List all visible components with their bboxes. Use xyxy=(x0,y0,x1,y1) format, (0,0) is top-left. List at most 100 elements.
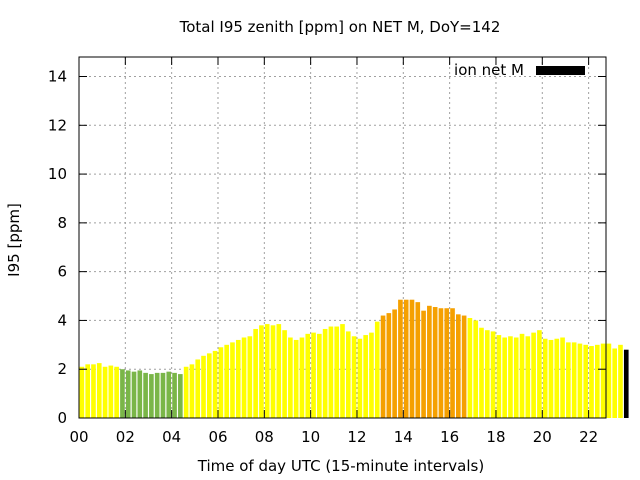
bar xyxy=(600,343,606,418)
bar xyxy=(386,313,392,418)
plot-frame xyxy=(78,56,607,419)
x-tick-label: 16 xyxy=(440,428,459,446)
y-tick-label: 8 xyxy=(57,214,67,232)
bar xyxy=(525,336,531,418)
bar xyxy=(398,299,403,418)
bar xyxy=(79,366,85,418)
bar xyxy=(149,374,154,418)
bar xyxy=(554,338,560,418)
y-tick-label: 4 xyxy=(57,311,67,329)
bar xyxy=(183,366,189,418)
bar xyxy=(479,327,484,418)
chart-title: Total I95 zenith [ppm] on NET M, DoY=142 xyxy=(179,18,501,36)
bar xyxy=(513,337,519,418)
bar xyxy=(623,349,629,418)
bar xyxy=(334,326,340,418)
bar xyxy=(519,333,525,418)
bar xyxy=(230,342,235,418)
bar xyxy=(172,372,177,418)
bar xyxy=(484,330,490,418)
bar xyxy=(345,331,351,418)
y-tick-label: 14 xyxy=(48,68,67,86)
bar xyxy=(415,302,421,418)
bar xyxy=(560,337,565,418)
bar xyxy=(253,328,258,418)
x-tick-label: 06 xyxy=(208,428,227,446)
bar xyxy=(328,326,334,418)
bar xyxy=(259,325,264,418)
bar xyxy=(125,370,131,418)
bar xyxy=(392,309,397,418)
bar xyxy=(305,333,311,418)
x-tick-label: 02 xyxy=(116,428,135,446)
y-axis-label: I95 [ppm] xyxy=(5,203,23,277)
bar xyxy=(432,307,438,418)
y-tick-label: 2 xyxy=(57,360,67,378)
bar xyxy=(270,325,276,418)
bar xyxy=(374,321,380,418)
bar xyxy=(276,324,282,418)
x-axis-label: Time of day UTC (15-minute intervals) xyxy=(197,457,484,475)
bar xyxy=(299,337,305,418)
bar xyxy=(571,342,577,418)
bar xyxy=(421,310,426,418)
x-tick-label: 00 xyxy=(69,428,88,446)
y-tick-label: 10 xyxy=(48,165,67,183)
bars xyxy=(79,299,629,418)
bar xyxy=(322,328,328,418)
bar xyxy=(363,335,368,418)
bar xyxy=(131,371,137,418)
bar xyxy=(594,344,600,418)
x-tick-label: 04 xyxy=(162,428,181,446)
bar xyxy=(154,372,160,418)
bar xyxy=(212,350,218,418)
bar xyxy=(108,365,114,418)
bar xyxy=(438,308,444,418)
bar xyxy=(566,342,571,418)
bar xyxy=(502,337,507,418)
x-tick-label: 14 xyxy=(394,428,413,446)
bar xyxy=(537,330,542,418)
bar xyxy=(618,344,623,418)
bar xyxy=(589,346,594,418)
bar xyxy=(143,372,148,418)
x-tick-label: 08 xyxy=(255,428,274,446)
bar xyxy=(178,374,183,418)
bar xyxy=(606,343,612,418)
bar xyxy=(340,324,345,418)
bar xyxy=(496,335,502,418)
bar xyxy=(91,364,96,418)
bar xyxy=(577,343,583,418)
bar xyxy=(583,344,589,418)
bar xyxy=(85,364,91,418)
y-tick-label: 0 xyxy=(57,409,67,427)
bar xyxy=(195,359,201,418)
bar xyxy=(531,332,536,418)
bar xyxy=(467,317,473,418)
bar xyxy=(317,333,322,418)
bar xyxy=(282,330,287,418)
bar xyxy=(427,305,432,418)
bar xyxy=(548,339,554,418)
y-tick-label: 12 xyxy=(48,116,67,134)
bar xyxy=(114,366,119,418)
bar xyxy=(120,369,125,418)
bar xyxy=(490,331,496,418)
y-tick-label: 6 xyxy=(57,263,67,281)
bar xyxy=(166,371,172,418)
bar xyxy=(351,336,357,418)
bar xyxy=(311,332,316,418)
bar xyxy=(224,344,229,418)
bar xyxy=(102,366,108,418)
bar xyxy=(218,347,224,418)
x-tick-label: 22 xyxy=(579,428,598,446)
bar xyxy=(288,337,293,418)
bar xyxy=(264,324,270,418)
bar xyxy=(369,332,374,418)
bar xyxy=(247,336,253,418)
x-tick-label: 20 xyxy=(533,428,552,446)
bar xyxy=(508,336,513,418)
legend-label: ion net M xyxy=(454,61,524,79)
bar xyxy=(241,337,247,418)
